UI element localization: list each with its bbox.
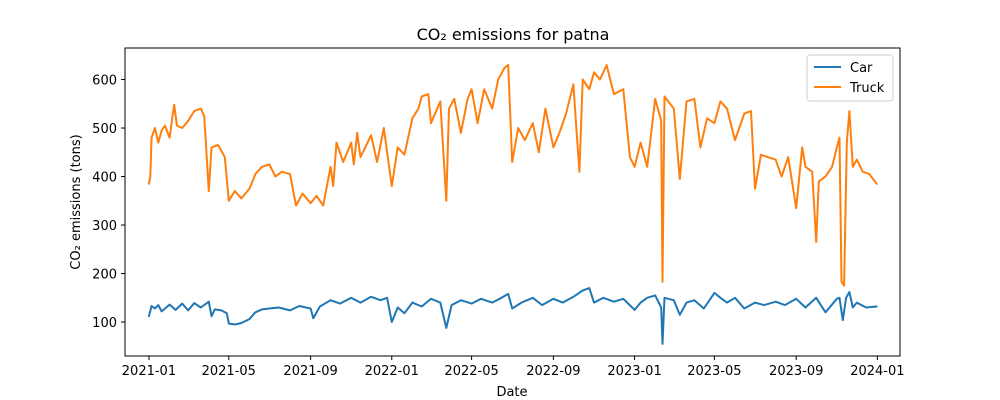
chart-title: CO₂ emissions for patna xyxy=(417,25,610,44)
x-tick-label: 2022-01 xyxy=(365,364,419,379)
y-tick-label: 500 xyxy=(92,122,117,137)
plot-frame xyxy=(124,47,901,357)
y-tick-label: 200 xyxy=(92,268,117,283)
y-axis: 100 200 300 400 500 600 xyxy=(92,74,125,331)
x-tick-label: 2023-05 xyxy=(687,364,741,379)
y-tick-label: 300 xyxy=(92,219,117,234)
x-tick-label: 2024-01 xyxy=(850,364,904,379)
x-axis-label: Date xyxy=(496,385,527,400)
x-axis: 2021-01 2021-05 2021-09 2022-01 2022-05 2022-… xyxy=(122,356,905,379)
x-tick-label: 2023-01 xyxy=(607,364,661,379)
y-tick-label: 100 xyxy=(92,316,117,331)
series-layer xyxy=(147,64,878,345)
x-tick-label: 2021-01 xyxy=(122,364,176,379)
x-tick-label: 2022-09 xyxy=(526,364,580,379)
y-tick-label: 400 xyxy=(92,171,117,186)
x-tick-label: 2023-09 xyxy=(769,364,823,379)
x-tick-label: 2022-05 xyxy=(444,364,498,379)
y-tick-label: 600 xyxy=(92,74,117,89)
legend-label-truck: Truck xyxy=(849,81,885,96)
legend-label-car: Car xyxy=(850,61,873,76)
x-tick-label: 2021-05 xyxy=(202,364,256,379)
series-line-truck xyxy=(147,64,878,287)
y-axis-label: CO₂ emissions (tons) xyxy=(69,134,84,269)
x-tick-label: 2021-09 xyxy=(283,364,337,379)
series-line-car xyxy=(147,287,878,345)
legend: Car Truck xyxy=(806,54,894,102)
